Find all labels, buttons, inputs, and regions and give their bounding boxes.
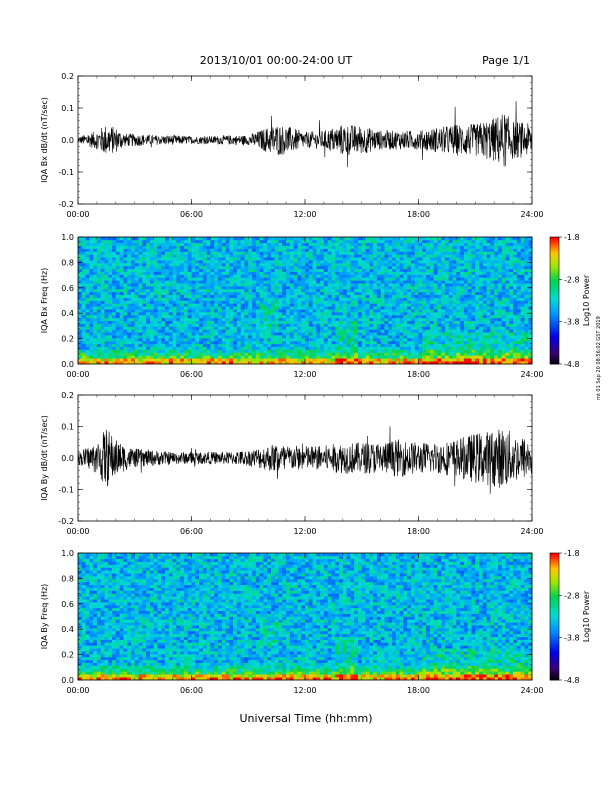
colorbar-frame — [549, 236, 560, 365]
y-tick-label: 0.1 — [61, 104, 74, 113]
colorbar-tick-label: -4.8 — [564, 676, 580, 685]
colorbar-tick-label: -3.8 — [564, 634, 580, 643]
x-tick-label: 24:00 — [520, 370, 543, 379]
y-tick-label: 1.0 — [61, 549, 74, 558]
colorbar-tick-label: -2.8 — [564, 591, 580, 600]
colorbar-label: Log10 Power — [582, 590, 591, 642]
y-tick-label: 0.2 — [61, 651, 74, 660]
y-axis-label: IQA Bx dB/dt (nT/sec) — [40, 97, 49, 183]
y-tick-label: -0.1 — [58, 168, 74, 177]
colorbar-frame — [549, 552, 560, 681]
x-axis-label: Universal Time (hh:mm) — [239, 712, 373, 725]
y-tick-label: 0.0 — [61, 676, 74, 685]
y-tick-label: 0.4 — [61, 625, 74, 634]
x-tick-label: 06:00 — [180, 686, 203, 695]
y-tick-label: 0.0 — [61, 454, 74, 463]
x-tick-label: 12:00 — [293, 686, 316, 695]
x-tick-label: 12:00 — [293, 370, 316, 379]
y-tick-label: 0.8 — [61, 574, 74, 583]
colorbar-4 — [550, 553, 559, 681]
spectrogram-2 — [78, 237, 533, 365]
y-axis-label: IQA By Freq (Hz) — [40, 584, 49, 650]
colorbar-tick-label: -1.8 — [564, 549, 580, 558]
colorbar-tick-label: -1.8 — [564, 233, 580, 242]
colorbar-tick-label: -3.8 — [564, 318, 580, 327]
y-tick-label: 0.2 — [61, 335, 74, 344]
x-tick-label: 18:00 — [407, 370, 430, 379]
x-tick-label: 18:00 — [407, 686, 430, 695]
x-tick-label: 12:00 — [293, 210, 316, 219]
y-tick-label: 0.1 — [61, 423, 74, 432]
y-tick-label: 0.2 — [61, 391, 74, 400]
colorbar-tick-label: -2.8 — [564, 275, 580, 284]
series-line-3 — [77, 426, 533, 494]
x-tick-label: 12:00 — [293, 527, 316, 536]
x-tick-label: 00:00 — [66, 210, 89, 219]
page-number: Page 1/1 — [482, 54, 530, 67]
y-tick-label: 0.2 — [61, 72, 74, 81]
y-tick-label: 0.4 — [61, 309, 74, 318]
x-tick-label: 24:00 — [520, 210, 543, 219]
x-tick-label: 06:00 — [180, 370, 203, 379]
y-tick-label: -0.2 — [58, 517, 74, 526]
y-tick-label: 0.0 — [61, 360, 74, 369]
y-axis-label: IQA Bx Freq (Hz) — [40, 268, 49, 334]
y-tick-label: 0.8 — [61, 258, 74, 267]
x-tick-label: 24:00 — [520, 527, 543, 536]
y-tick-label: 0.6 — [61, 284, 74, 293]
y-tick-label: -0.2 — [58, 200, 74, 209]
spectrogram-4 — [78, 553, 533, 681]
x-tick-label: 06:00 — [180, 210, 203, 219]
colorbar-2 — [550, 237, 559, 365]
x-tick-label: 00:00 — [66, 686, 89, 695]
x-tick-label: 18:00 — [407, 527, 430, 536]
y-axis-label: IQA By dB/dt (nT/sec) — [40, 415, 49, 501]
y-tick-label: 1.0 — [61, 233, 74, 242]
x-tick-label: 18:00 — [407, 210, 430, 219]
series-line-1 — [77, 101, 533, 168]
x-tick-label: 00:00 — [66, 370, 89, 379]
colorbar-tick-label: -4.8 — [564, 360, 580, 369]
y-tick-label: -0.1 — [58, 486, 74, 495]
x-tick-label: 00:00 — [66, 527, 89, 536]
page-title: 2013/10/01 00:00-24:00 UT — [199, 54, 353, 67]
x-tick-label: 24:00 — [520, 686, 543, 695]
x-tick-label: 06:00 — [180, 527, 203, 536]
y-tick-label: 0.6 — [61, 600, 74, 609]
y-tick-label: 0.0 — [61, 136, 74, 145]
colorbar-label: Log10 Power — [582, 274, 591, 326]
